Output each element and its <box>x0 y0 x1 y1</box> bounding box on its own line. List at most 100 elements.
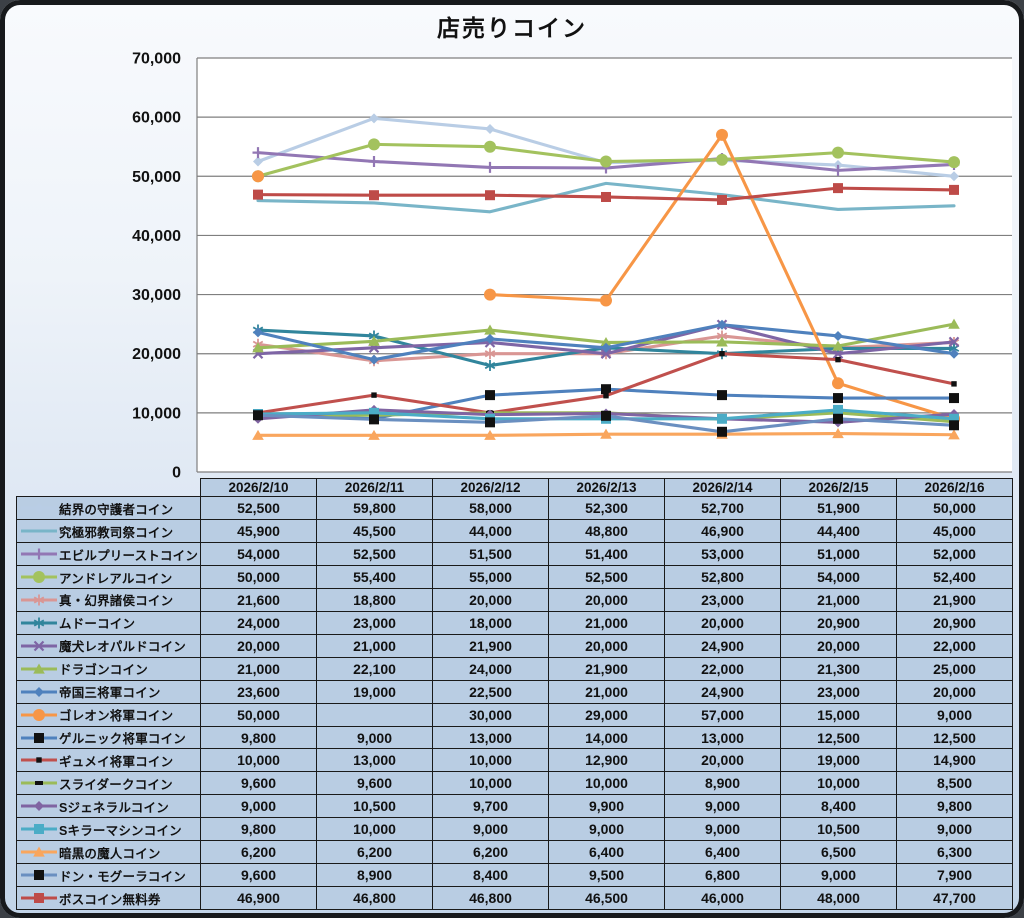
value-cell: 51,400 <box>548 542 665 567</box>
value-cell: 50,000 <box>200 565 317 590</box>
table-header-row: 2026/2/10 2026/2/11 2026/2/12 2026/2/13 2026… <box>17 477 1013 498</box>
series-name: Sキラーマシンコイン <box>59 823 182 838</box>
series-legend-cell: スライダークコイン <box>16 771 201 796</box>
value-cell: 18,800 <box>316 588 433 612</box>
value-cell: 18,000 <box>432 610 549 635</box>
series-marker-icon <box>21 503 57 514</box>
series-legend-cell: ゲルニック将軍コイン <box>16 725 201 750</box>
y-axis-tick-label: 20,000 <box>132 346 181 363</box>
y-axis-tick-label: 0 <box>172 465 181 479</box>
value-cell: 9,600 <box>200 863 317 887</box>
series-marker-icon <box>21 571 57 584</box>
value-cell: 9,600 <box>200 771 317 796</box>
value-cell: 9,700 <box>432 794 549 819</box>
series-legend-cell: Sキラーマシンコイン <box>16 817 201 842</box>
series-name: ドラゴンコイン <box>59 663 148 678</box>
y-axis-tick-label: 10,000 <box>132 405 181 422</box>
series-marker-icon <box>21 781 57 786</box>
series-marker-icon <box>21 663 57 674</box>
series-marker-icon <box>21 846 57 857</box>
value-cell: 58,000 <box>432 496 549 521</box>
value-cell: 21,000 <box>316 633 433 658</box>
table-row: 究極邪教司祭コイン 45,900 45,500 44,000 48,800 46,900 4… <box>16 519 1013 544</box>
value-cell: 20,000 <box>664 610 781 635</box>
value-cell: 9,000 <box>200 794 317 819</box>
value-cell: 19,000 <box>316 679 433 704</box>
value-cell: 53,000 <box>664 542 781 567</box>
series-name: スライダークコイン <box>59 777 173 792</box>
series-legend-cell: ドン・モグーラコイン <box>16 863 201 887</box>
value-cell: 51,000 <box>780 542 897 567</box>
value-cell: 23,600 <box>200 679 317 704</box>
series-legend-cell: 暗黒の魔人コイン <box>16 840 201 865</box>
y-axis-tick-label: 30,000 <box>132 287 181 304</box>
series-name: ドン・モグーラコイン <box>59 869 187 884</box>
table-row: ゲルニック将軍コイン 9,800 9,000 13,000 14,000 13,000 12… <box>16 725 1013 750</box>
y-axis-tick-label: 50,000 <box>132 169 181 186</box>
value-cell: 30,000 <box>432 702 549 727</box>
value-cell: 54,000 <box>200 542 317 567</box>
value-cell: 59,800 <box>316 496 433 521</box>
value-cell: 24,900 <box>664 633 781 658</box>
value-cell: 10,000 <box>432 771 549 796</box>
table-row: 真・幻界諸侯コイン 21,600 18,800 20,000 20,000 23,000 2… <box>16 588 1013 612</box>
value-cell: 47,700 <box>896 886 1013 910</box>
value-cell: 20,000 <box>200 633 317 658</box>
table-row: 結界の守護者コイン 52,500 59,800 58,000 52,300 52,700 5… <box>16 496 1013 521</box>
chart-series <box>256 181 956 214</box>
series-name: 魔犬レオパルドコイン <box>59 640 187 655</box>
date-header-cell: 2026/2/13 <box>548 477 665 498</box>
value-cell: 13,000 <box>432 725 549 750</box>
table-row: ドン・モグーラコイン 9,600 8,900 8,400 9,500 6,800 9,000… <box>16 863 1013 887</box>
value-cell: 22,500 <box>432 679 549 704</box>
value-cell: 20,000 <box>896 679 1013 704</box>
table-row: ドラゴンコイン 21,000 22,100 24,000 21,900 22,000 21,… <box>16 656 1013 681</box>
table-row: アンドレアルコイン 50,000 55,400 55,000 52,500 52,800 5… <box>16 565 1013 590</box>
chart-series <box>253 410 959 437</box>
value-cell: 44,400 <box>780 519 897 544</box>
chart-title: 店売りコイン <box>437 15 587 41</box>
series-name: ゴレオン将軍コイン <box>59 709 174 724</box>
series-name: Sジェネラルコイン <box>59 800 169 815</box>
series-name: 究極邪教司祭コイン <box>59 525 174 540</box>
value-cell: 10,500 <box>780 817 897 842</box>
value-cell: 21,000 <box>548 610 665 635</box>
data-table: 2026/2/10 2026/2/11 2026/2/12 2026/2/13 2026… <box>16 477 1013 910</box>
value-cell: 52,500 <box>316 542 433 567</box>
value-cell: 10,000 <box>432 748 549 773</box>
table-corner-cell <box>17 479 201 497</box>
value-cell: 21,900 <box>432 633 549 658</box>
table-row: ゴレオン将軍コイン 50,000 30,000 29,000 57,000 15,000 9… <box>16 702 1013 727</box>
value-cell: 23,000 <box>780 679 897 704</box>
value-cell: 48,000 <box>780 886 897 910</box>
value-cell: 14,900 <box>896 748 1013 773</box>
series-legend-cell: 帝国三将軍コイン <box>16 679 201 704</box>
value-cell: 51,500 <box>432 542 549 567</box>
series-name: ボスコイン無料券 <box>59 892 161 907</box>
value-cell: 9,000 <box>780 863 897 887</box>
value-cell: 6,400 <box>664 840 781 865</box>
value-cell: 6,800 <box>664 863 781 887</box>
value-cell: 21,000 <box>780 588 897 612</box>
series-name: ギュメイ将軍コイン <box>59 754 174 769</box>
value-cell: 9,500 <box>548 863 665 887</box>
value-cell: 20,000 <box>432 588 549 612</box>
value-cell: 21,300 <box>780 656 897 681</box>
series-marker-icon <box>21 824 57 835</box>
series-name: 暗黒の魔人コイン <box>59 846 161 861</box>
series-legend-cell: ギュメイ将軍コイン <box>16 748 201 773</box>
value-cell: 6,200 <box>200 840 317 865</box>
value-cell: 55,400 <box>316 565 433 590</box>
series-name: 結界の守護者コイン <box>59 502 174 517</box>
series-name: ゲルニック将軍コイン <box>59 732 187 746</box>
value-cell: 52,400 <box>896 565 1013 590</box>
y-axis-tick-label: 70,000 <box>132 51 181 68</box>
value-cell: 8,900 <box>664 771 781 796</box>
value-cell: 20,000 <box>664 748 781 773</box>
value-cell: 14,000 <box>548 725 665 750</box>
series-legend-cell: ムドーコイン <box>16 610 201 635</box>
series-name: 帝国三将軍コイン <box>59 686 161 701</box>
value-cell: 8,500 <box>896 771 1013 796</box>
value-cell: 46,800 <box>432 886 549 910</box>
series-marker-icon <box>21 893 57 903</box>
